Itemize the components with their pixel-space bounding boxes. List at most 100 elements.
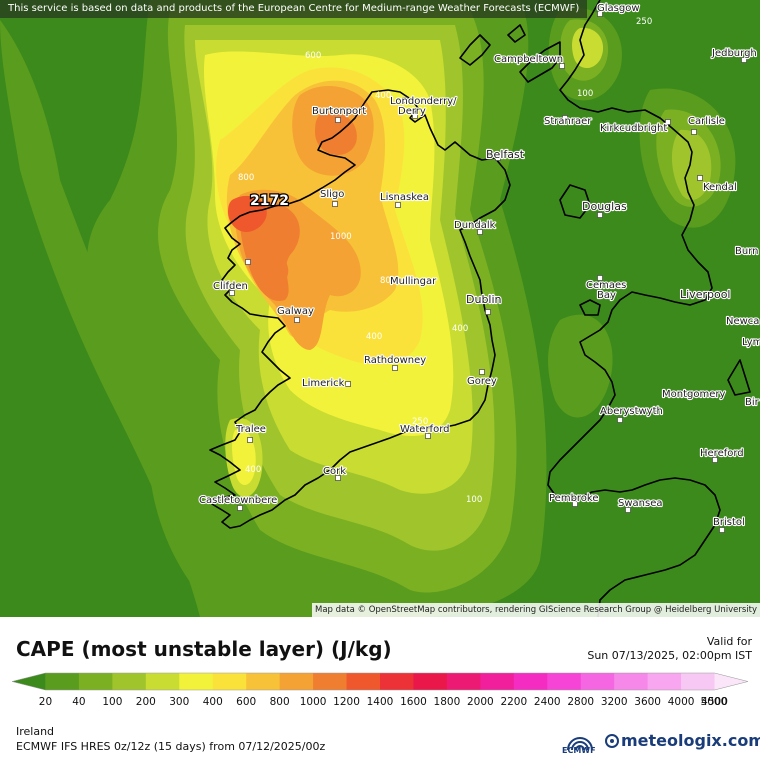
region-name[interactable]: Ireland — [16, 725, 55, 738]
place-label: Sligo — [320, 189, 344, 200]
city-marker — [237, 505, 243, 511]
legend-swatch — [246, 673, 281, 690]
ireland-coast — [209, 89, 511, 529]
legend-label: 200 — [136, 696, 156, 708]
city-marker — [392, 365, 398, 371]
field-band-40-wales — [548, 314, 613, 418]
city-marker — [617, 417, 623, 423]
city-marker — [562, 115, 568, 121]
city-marker — [712, 457, 718, 463]
legend-swatch — [212, 673, 247, 690]
city-marker — [345, 381, 351, 387]
legend-label: 4000 — [668, 696, 695, 708]
legend-label: 3200 — [601, 696, 628, 708]
city-marker — [425, 433, 431, 439]
legend-swatch — [12, 673, 46, 690]
contour-label: 800 — [380, 276, 396, 286]
ecmwf-notice: This service is based on data and produc… — [0, 0, 588, 18]
legend-swatch — [279, 673, 314, 690]
legend-label: 1000 — [300, 696, 327, 708]
anglesey-coast — [579, 299, 601, 316]
place-label: Gorey — [467, 376, 497, 387]
legend-label: 1400 — [367, 696, 394, 708]
place-label: Waterford — [400, 424, 449, 435]
place-label: Jedburgh — [711, 48, 757, 59]
legend-swatch — [647, 673, 682, 690]
meteologix-logo-icon — [605, 734, 619, 748]
legend-swatch — [112, 673, 147, 690]
ecmwf-logo-icon[interactable] — [560, 726, 600, 756]
legend-label: 300 — [169, 696, 189, 708]
place-label: Montgomery — [662, 389, 725, 400]
contour-label: 250 — [412, 417, 428, 427]
legend-swatch — [446, 673, 481, 690]
place-label: Burtonport — [312, 106, 366, 117]
place-label: Carlisle — [688, 116, 725, 127]
city-marker — [294, 317, 300, 323]
legend-label: 20 — [39, 696, 52, 708]
jura-coast — [507, 24, 526, 43]
valid-time[interactable]: Sun 07/13/2025, 02:00pm IST — [587, 649, 752, 662]
color-legend: 20 40 100 200 300 400 600 800 1000 1200 1400 1600 18… — [11, 672, 749, 708]
legend-swatch — [313, 673, 348, 690]
legend-swatch — [380, 673, 414, 690]
place-labels: Glasgow Campbeltown Jedburgh Burtonport … — [198, 2, 760, 529]
place-label: Cemaes — [586, 280, 626, 291]
meteologix-brand[interactable]: meteologix.com — [605, 731, 760, 750]
field-band-1200-donegal — [315, 112, 357, 155]
contour-label: 400 — [375, 91, 391, 101]
legend-swatch — [681, 673, 716, 690]
model-run[interactable]: ECMWF IFS HRES 0z/12z (15 days) from 07/… — [16, 740, 326, 753]
legend-swatch — [547, 673, 582, 690]
legend-label: 600 — [236, 696, 256, 708]
legend-swatch — [145, 673, 180, 690]
contour-label: 100 — [466, 495, 482, 505]
city-marker — [559, 63, 565, 69]
city-marker — [402, 97, 408, 103]
contour-label: 1000 — [330, 232, 352, 242]
place-label: Rathdowney — [364, 355, 426, 366]
place-label: Castletownbere — [199, 495, 277, 506]
place-label: Limerick — [302, 378, 345, 389]
legend-swatch — [580, 673, 615, 690]
place-label: Londonderry/ — [390, 96, 457, 107]
place-label: Bay — [597, 290, 616, 301]
legend-label: 2800 — [567, 696, 594, 708]
legend-label: 2400 — [534, 696, 561, 708]
place-label: Douglas — [582, 200, 627, 213]
legend-labels: 20 40 100 200 300 400 600 800 1000 1200 1400 1600 18… — [39, 696, 728, 708]
city-marker — [691, 129, 697, 135]
cape-map[interactable]: 250 600 100 800 1000 800 400 400 250 400… — [0, 0, 760, 617]
place-label: Campbeltown — [494, 54, 563, 65]
legend-outline — [11, 672, 749, 691]
place-label: Cork — [323, 466, 346, 477]
city-marker — [697, 175, 703, 181]
legend-label: 1800 — [434, 696, 461, 708]
field-band-1200-mayo — [260, 252, 289, 286]
legend-label: 1200 — [333, 696, 360, 708]
city-marker — [665, 119, 671, 125]
contour-labels: 250 600 100 800 1000 800 400 400 250 400… — [238, 17, 652, 505]
city-marker — [412, 113, 418, 119]
contour-label: 400 — [366, 332, 382, 342]
legend-label: 40 — [72, 696, 85, 708]
city-marker — [625, 507, 631, 513]
map-canvas: 250 600 100 800 1000 800 400 400 250 400… — [0, 0, 760, 617]
coastlines — [209, 0, 751, 617]
map-attribution[interactable]: Map data © OpenStreetMap contributors, r… — [312, 603, 760, 617]
field-band-1400 — [228, 195, 267, 232]
city-marker — [477, 229, 483, 235]
place-label: Hereford — [700, 448, 744, 459]
place-label: Kirkcudbright — [600, 123, 667, 134]
legend-label: 3600 — [634, 696, 661, 708]
city-marker — [597, 212, 603, 218]
place-label: Galway — [277, 306, 314, 317]
city-marker — [247, 437, 253, 443]
islay-coast — [459, 34, 491, 66]
place-label: Bir — [745, 397, 760, 408]
contour-label: 600 — [305, 51, 321, 61]
city-marker — [572, 501, 578, 507]
legend-label: 2000 — [467, 696, 494, 708]
legend-swatch — [346, 673, 381, 690]
legend-swatches — [11, 672, 749, 691]
